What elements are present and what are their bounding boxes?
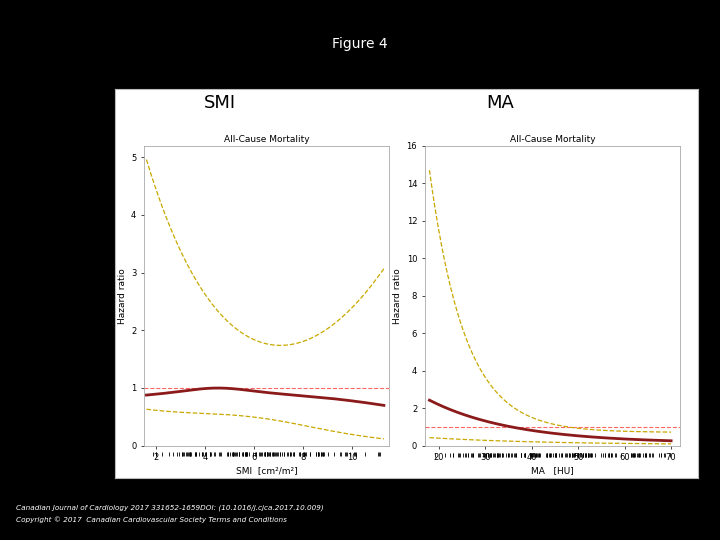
Title: All-Cause Mortality: All-Cause Mortality [510,134,595,144]
Text: Copyright © 2017  Canadian Cardiovascular Society Terms and Conditions: Copyright © 2017 Canadian Cardiovascular… [16,516,287,523]
X-axis label: MA   [HU]: MA [HU] [531,467,574,475]
Text: Figure 4: Figure 4 [332,37,388,51]
Text: MA: MA [487,93,514,112]
X-axis label: SMI  [cm²/m²]: SMI [cm²/m²] [235,467,297,475]
Y-axis label: Hazard ratio: Hazard ratio [393,268,402,323]
Text: SMI: SMI [204,93,235,112]
Y-axis label: Hazard ratio: Hazard ratio [118,268,127,323]
Title: All-Cause Mortality: All-Cause Mortality [224,134,309,144]
Text: Canadian Journal of Cardiology 2017 331652-1659DOI: (10.1016/j.cjca.2017.10.009): Canadian Journal of Cardiology 2017 3316… [16,504,323,511]
